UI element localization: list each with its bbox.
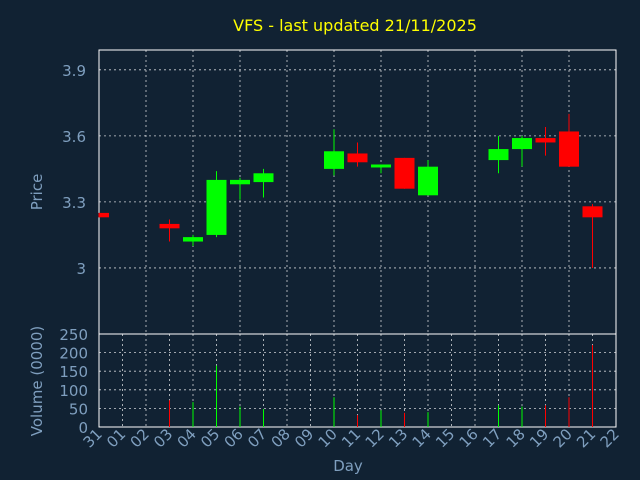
volume-tick-label: 100 bbox=[59, 382, 88, 400]
volume-tick-label: 150 bbox=[59, 363, 88, 381]
volume-axis-label: Volume (0000) bbox=[28, 326, 46, 436]
candle-body bbox=[347, 153, 368, 163]
candle bbox=[418, 160, 438, 196]
candle bbox=[488, 135, 509, 174]
price-tick-label: 3.6 bbox=[62, 128, 86, 146]
candle-body bbox=[159, 223, 180, 229]
candle-body bbox=[253, 173, 274, 183]
candle bbox=[230, 177, 250, 200]
candle-body bbox=[183, 237, 203, 242]
candle bbox=[98, 212, 109, 218]
price-panel: 3 3.3 3.6 3.9 bbox=[62, 49, 617, 335]
candle bbox=[535, 127, 556, 156]
candle bbox=[582, 204, 603, 268]
price-tick-label: 3 bbox=[76, 260, 86, 278]
candle-body bbox=[99, 212, 109, 218]
price-axis-label: Price bbox=[28, 174, 46, 211]
volume-tick-label: 0 bbox=[78, 419, 88, 437]
candle-body bbox=[559, 131, 579, 167]
candle bbox=[394, 157, 415, 189]
candle bbox=[206, 171, 227, 238]
chart-title: VFS - last updated 21/11/2025 bbox=[233, 16, 477, 35]
candle-body bbox=[206, 179, 227, 235]
candle bbox=[559, 113, 579, 167]
candle-body bbox=[324, 151, 344, 169]
candle-body bbox=[418, 166, 438, 196]
candle-body bbox=[582, 206, 603, 218]
candle-body bbox=[371, 164, 391, 168]
candle bbox=[324, 129, 344, 176]
volume-tick-label: 250 bbox=[59, 326, 88, 344]
candle-body bbox=[230, 179, 250, 185]
x-axis-label: Day bbox=[333, 457, 363, 475]
price-tick-label: 3.9 bbox=[62, 62, 86, 80]
candle bbox=[253, 168, 274, 198]
volume-tick-label: 200 bbox=[59, 345, 88, 363]
candle bbox=[159, 219, 180, 242]
candle bbox=[183, 234, 203, 246]
candle bbox=[371, 164, 391, 174]
candle-body bbox=[535, 138, 556, 143]
candle-body bbox=[512, 138, 532, 150]
candle bbox=[512, 135, 532, 167]
volume-tick-label: 50 bbox=[69, 400, 88, 418]
price-tick-label: 3.3 bbox=[62, 194, 86, 212]
candle-body bbox=[488, 149, 509, 161]
candle bbox=[347, 142, 368, 167]
candle-body bbox=[394, 157, 415, 189]
